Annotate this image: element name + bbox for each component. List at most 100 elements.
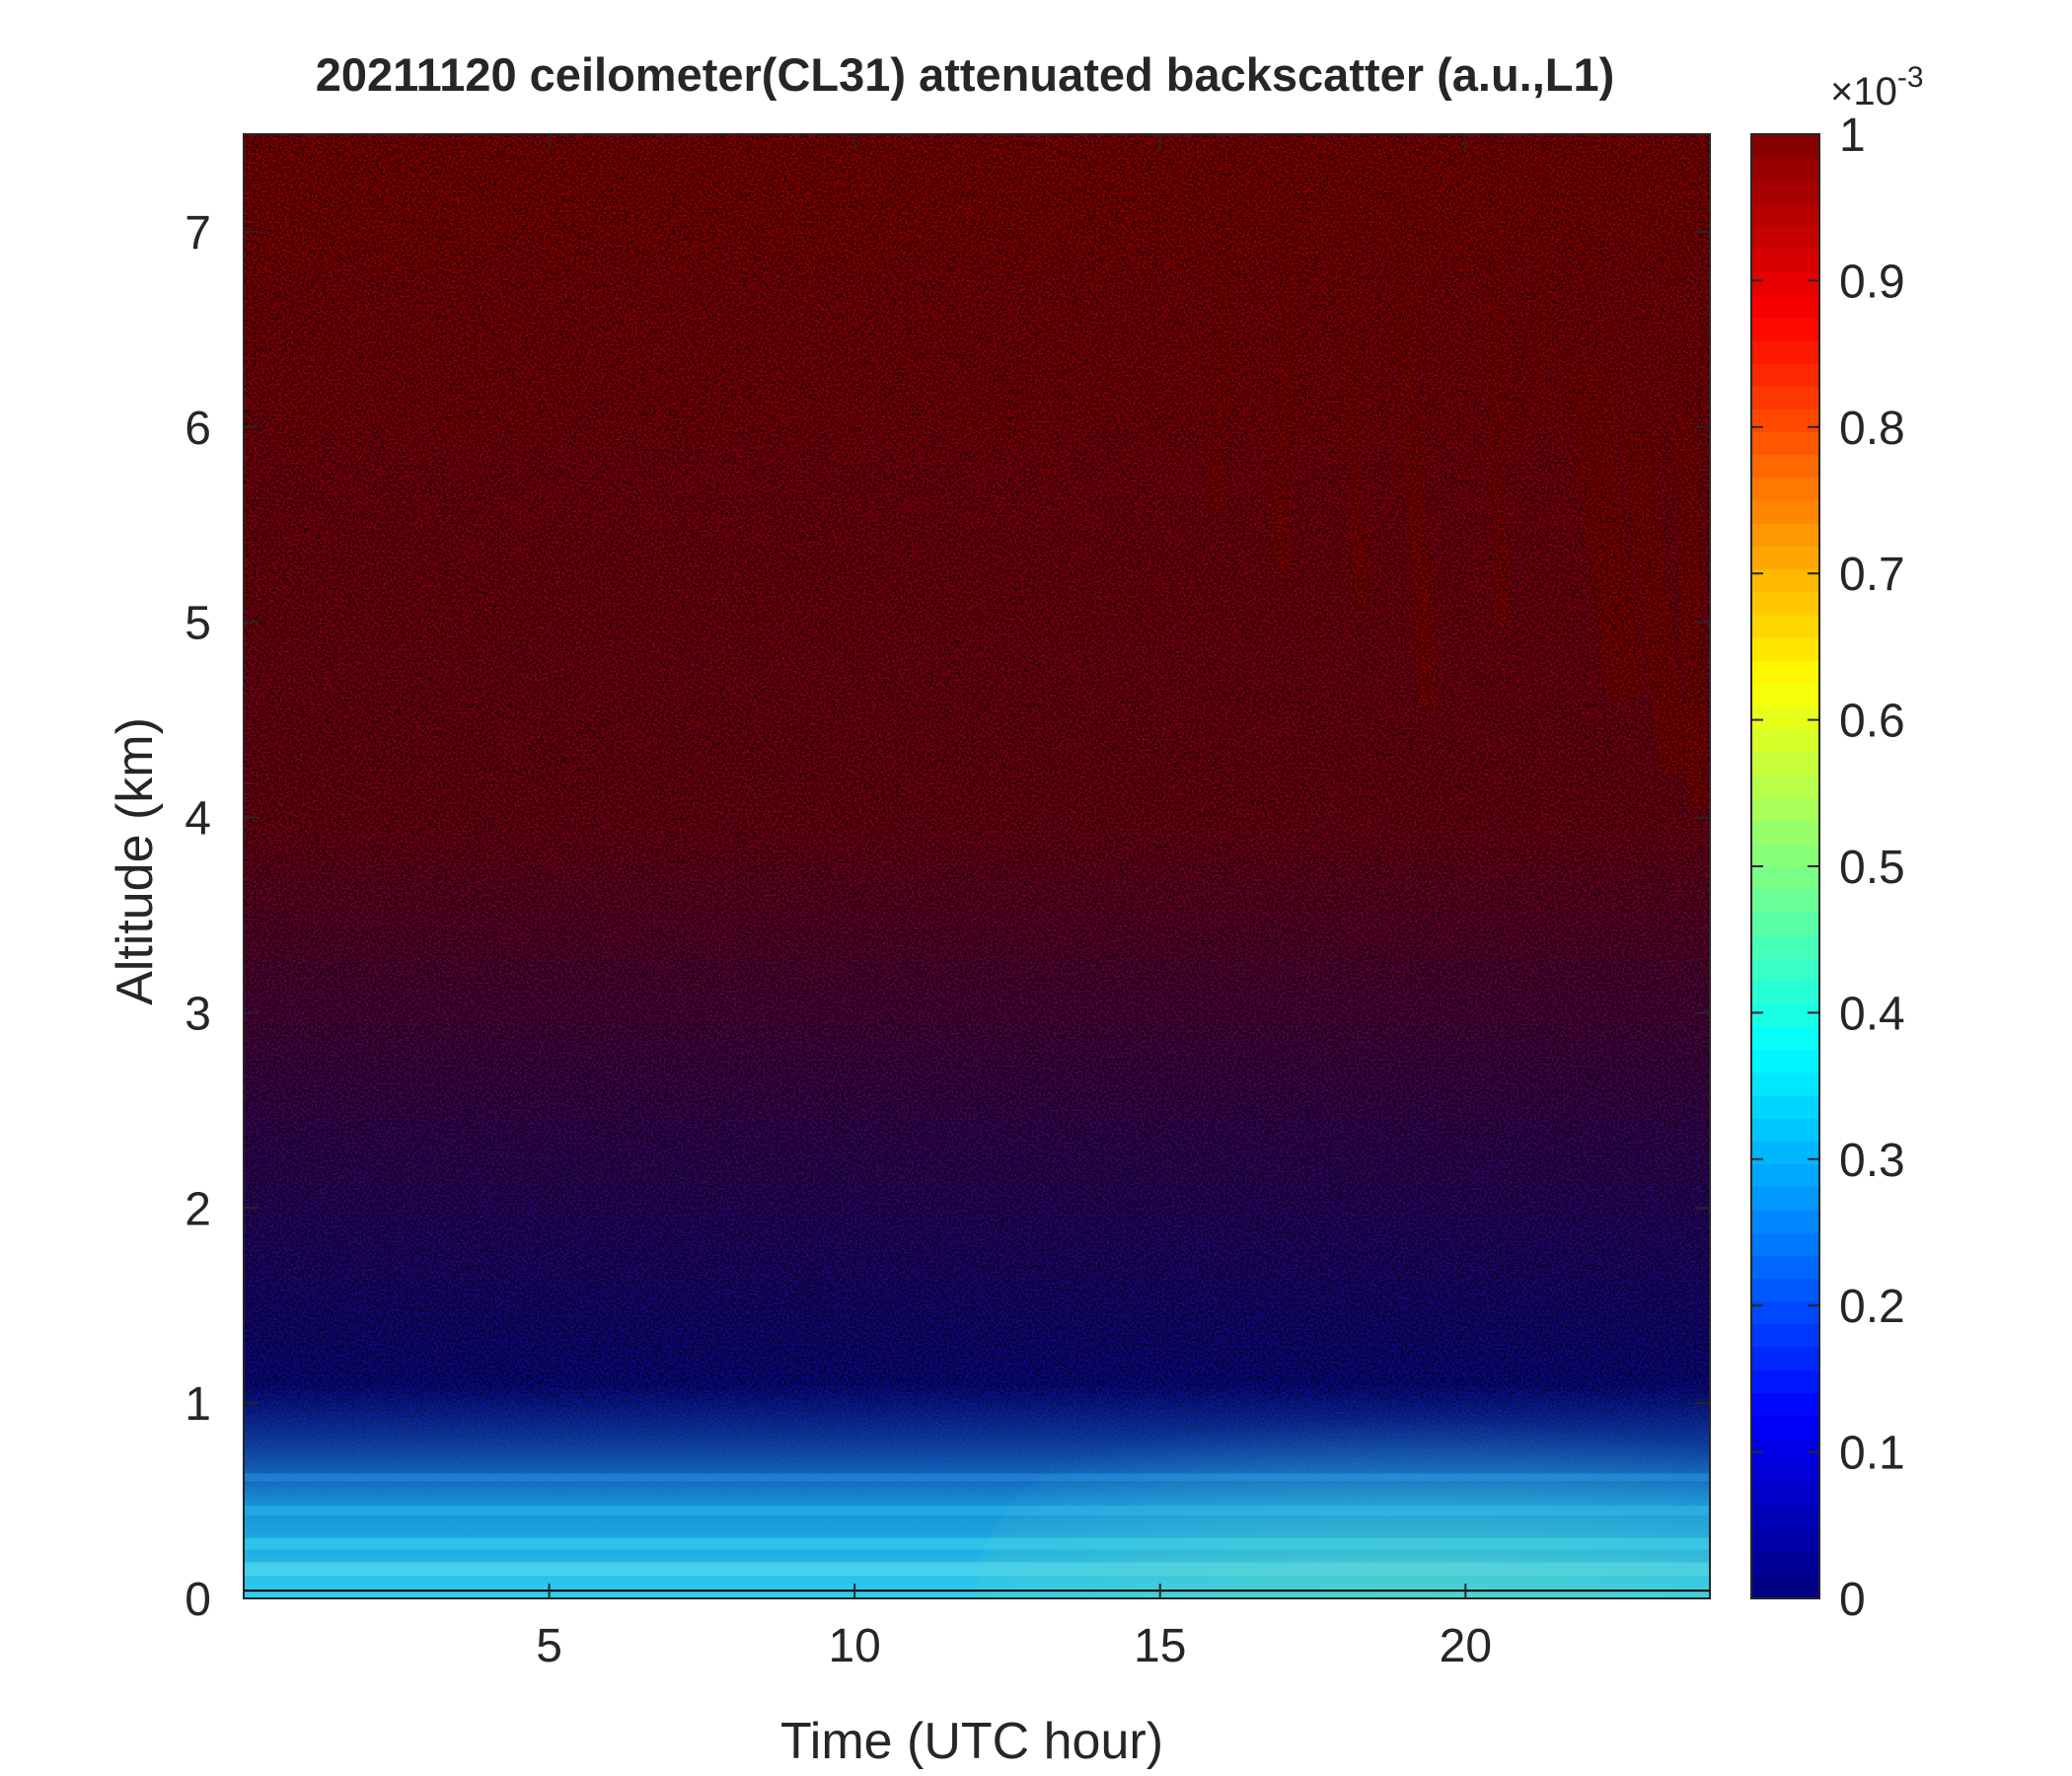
y-tick-label: 3	[185, 988, 211, 1040]
x-tick-label: 20	[1440, 1620, 1492, 1672]
colorbar-step	[1751, 294, 1819, 319]
colorbar-step	[1751, 843, 1819, 867]
colorbar-step	[1751, 317, 1819, 341]
colorbar-gradient	[1751, 134, 1819, 1599]
colorbar-tick-label: 0.2	[1839, 1281, 1905, 1333]
colorbar-step	[1751, 386, 1819, 409]
colorbar-step	[1751, 1232, 1819, 1256]
plot-area	[244, 134, 1710, 1598]
colorbar-step	[1751, 660, 1819, 685]
colorbar-step	[1751, 454, 1819, 479]
colorbar-step	[1751, 1392, 1819, 1417]
colorbar-step	[1751, 866, 1819, 890]
colorbar-step	[1751, 934, 1819, 959]
colorbar-step	[1751, 889, 1819, 913]
colorbar-step	[1751, 1026, 1819, 1051]
colorbar-multiplier-exponent: -3	[1897, 61, 1924, 94]
colorbar-step	[1751, 1438, 1819, 1462]
colorbar-step	[1751, 1094, 1819, 1119]
colorbar-step	[1751, 157, 1819, 181]
colorbar-step	[1751, 1415, 1819, 1440]
y-tick-label: 0	[185, 1574, 211, 1626]
y-tick-label: 5	[185, 598, 211, 650]
colorbar-multiplier: ×10-3	[1830, 61, 1924, 113]
colorbar-step	[1751, 1163, 1819, 1188]
colorbar-tick-label: 1	[1839, 110, 1866, 162]
colorbar-step	[1751, 637, 1819, 661]
y-axis-label: Altitude (km)	[107, 717, 164, 1005]
y-tick-label: 4	[185, 793, 211, 846]
x-tick-label: 10	[828, 1620, 880, 1672]
colorbar-ticks: 0 0.1 0.2 0.3 0.4 0.5 0.6 0.7 0.8 0.9 1	[1751, 110, 1905, 1626]
colorbar-tick-label: 0.8	[1839, 403, 1905, 455]
heatmap-red-speckle	[244, 134, 1710, 1598]
colorbar-step	[1751, 202, 1819, 227]
colorbar: 0 0.1 0.2 0.3 0.4 0.5 0.6 0.7 0.8 0.9 1 ×10-3	[1750, 61, 1924, 1626]
colorbar-step	[1751, 1323, 1819, 1348]
colorbar-step	[1751, 408, 1819, 433]
colorbar-step	[1751, 614, 1819, 638]
colorbar-step	[1751, 362, 1819, 387]
colorbar-step	[1751, 775, 1819, 799]
colorbar-tick-label: 0.9	[1839, 256, 1905, 308]
colorbar-step	[1751, 1186, 1819, 1211]
y-tick-label: 6	[185, 403, 211, 455]
colorbar-step	[1751, 1460, 1819, 1485]
colorbar-step	[1751, 546, 1819, 570]
colorbar-step	[1751, 591, 1819, 616]
colorbar-step	[1751, 1300, 1819, 1325]
colorbar-step	[1751, 683, 1819, 707]
colorbar-step	[1751, 339, 1819, 364]
colorbar-step	[1751, 248, 1819, 272]
colorbar-step	[1751, 271, 1819, 295]
colorbar-step	[1751, 477, 1819, 501]
colorbar-step	[1751, 225, 1819, 250]
colorbar-step	[1751, 523, 1819, 547]
colorbar-step	[1751, 912, 1819, 936]
colorbar-step	[1751, 980, 1819, 1004]
colorbar-tick-label: 0.4	[1839, 988, 1905, 1040]
colorbar-multiplier-base: ×10	[1830, 70, 1897, 113]
x-tick-label: 15	[1134, 1620, 1186, 1672]
colorbar-step	[1751, 797, 1819, 822]
colorbar-step	[1751, 1575, 1819, 1599]
colorbar-step	[1751, 1507, 1819, 1531]
colorbar-step	[1751, 1346, 1819, 1370]
colorbar-tick-label: 0.5	[1839, 842, 1905, 894]
colorbar-step	[1751, 1484, 1819, 1508]
colorbar-step	[1751, 1278, 1819, 1302]
x-tick-label: 5	[536, 1620, 562, 1672]
colorbar-step	[1751, 180, 1819, 204]
colorbar-step	[1751, 1255, 1819, 1279]
colorbar-step	[1751, 500, 1819, 524]
y-tick-label: 2	[185, 1183, 211, 1235]
colorbar-step	[1751, 1072, 1819, 1096]
colorbar-step	[1751, 1209, 1819, 1233]
colorbar-step	[1751, 1552, 1819, 1577]
heatmap-band	[244, 1537, 1710, 1550]
colorbar-tick-label: 0	[1839, 1574, 1866, 1626]
colorbar-tick-label: 0.7	[1839, 549, 1905, 601]
colorbar-step	[1751, 728, 1819, 753]
axes-frame	[243, 133, 1711, 1599]
colorbar-step	[1751, 1003, 1819, 1027]
colorbar-step	[1751, 705, 1819, 730]
colorbar-step	[1751, 957, 1819, 982]
chart-title: 20211120 ceilometer(CL31) attenuated bac…	[316, 48, 1615, 101]
colorbar-step	[1751, 431, 1819, 456]
colorbar-step	[1751, 1118, 1819, 1142]
y-tick-label: 7	[185, 207, 211, 259]
heatmap-band	[244, 1473, 1710, 1482]
colorbar-step	[1751, 1141, 1819, 1165]
heatmap-aerosol-plume	[977, 1373, 1710, 1598]
colorbar-step	[1751, 1049, 1819, 1073]
colorbar-tick-label: 0.3	[1839, 1135, 1905, 1187]
colorbar-tick-label: 0.1	[1839, 1428, 1905, 1480]
colorbar-step	[1751, 752, 1819, 776]
y-tick-label: 1	[185, 1378, 211, 1431]
colorbar-step	[1751, 134, 1819, 158]
colorbar-step	[1751, 820, 1819, 845]
colorbar-step	[1751, 1529, 1819, 1554]
colorbar-step	[1751, 568, 1819, 593]
